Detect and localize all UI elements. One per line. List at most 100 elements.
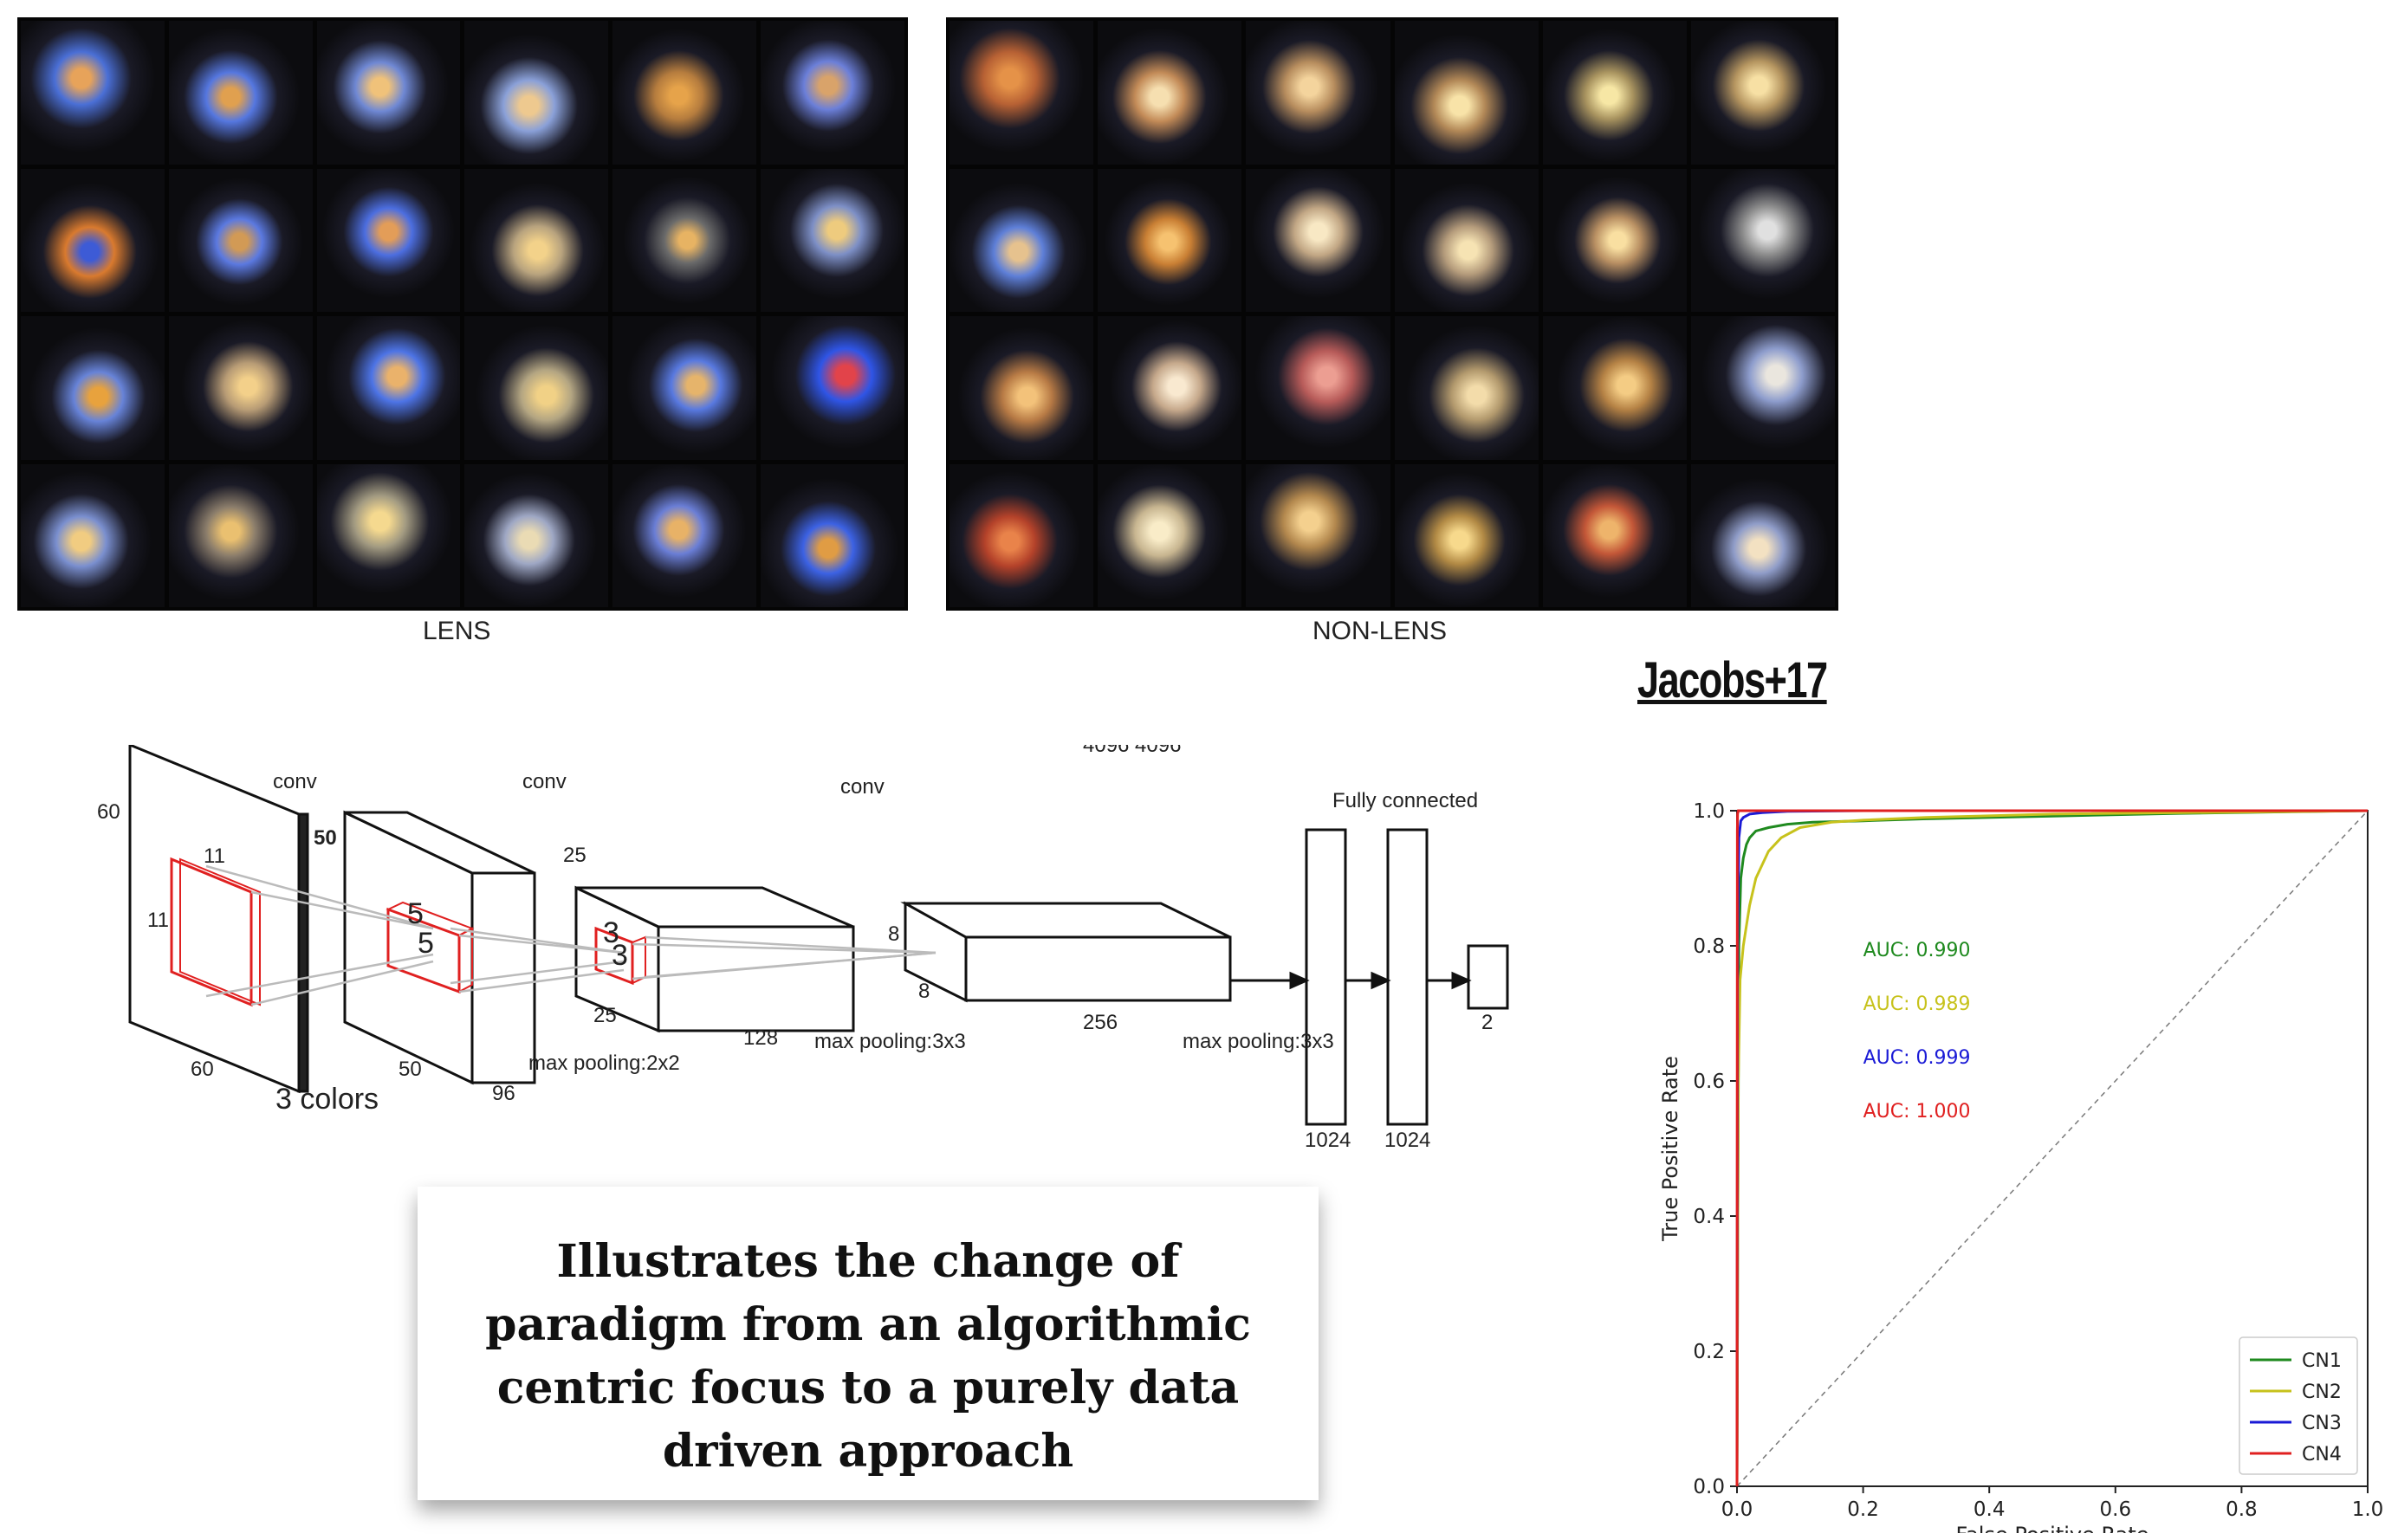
input-height-label: 60 [97,800,120,824]
citation-label: Jacobs+17 [1637,652,1828,709]
legend-label-cn1: CN1 [2302,1350,2342,1372]
roc-chart: 0.0 0.2 0.4 0.6 0.8 1.0 0.0 0.2 0.4 0.6 0.8 1.0 Fals… [1658,800,2384,1533]
nonlens-thumbnail [1246,316,1390,460]
nonlens-thumbnail [1098,21,1242,165]
conv1-width-label: 50 [399,1058,422,1081]
nonlens-thumbnail [1394,21,1539,165]
legend-label-cn4: CN4 [2302,1444,2342,1466]
x-tick-label: 0.4 [1973,1498,2006,1521]
lens-thumbnail [316,168,461,312]
arrows [1230,971,1472,990]
lens-thumbnail [761,316,904,460]
lens-thumbnail [612,463,757,607]
x-tick-label: 1.0 [2352,1498,2384,1521]
conv2-width-label: 25 [593,1004,617,1027]
lens-thumbnail [21,21,165,165]
fc-layer-1 [1305,828,1347,1126]
lens-caption: LENS [423,617,491,645]
fc-layer-2 [1386,828,1429,1126]
roc-curve-cn1 [1735,809,2369,1487]
nonlens-thumbnail [1394,463,1539,607]
auc-label-cn1: AUC: 0.990 [1863,940,1971,961]
lens-thumbnail [464,316,609,460]
kernel-3-b: 3 [612,939,628,972]
conv3-side [964,935,1232,1002]
conv1-height-label: 50 [314,826,337,850]
nonlens-thumbnail [1542,316,1687,460]
y-tick-label: 1.0 [1693,800,1725,823]
pool2-label: max pooling:3x3 [814,1030,966,1053]
lens-thumbnail [316,463,461,607]
nonlens-thumbnail [1394,316,1539,460]
colors-label: 3 colors [275,1083,379,1116]
y-tick-label: 0.0 [1693,1476,1725,1498]
input-width-label: 60 [191,1058,214,1081]
roc-curve-cn4 [1735,809,2368,1487]
y-axis-label: True Positive Rate [1658,1056,1682,1242]
output-size-label: 2 [1481,1011,1493,1034]
conv2-depth-label: 128 [743,1026,778,1050]
lens-thumbnail [316,316,461,460]
conv3-a-label: 8 [888,922,899,946]
lens-image-grid [17,17,908,611]
x-axis-label: False Positive Rate [1955,1523,2148,1533]
cnn-architecture-diagram: conv conv conv 4096 4096 Fully connected… [97,745,1509,1152]
nonlens-image-grid [946,17,1838,611]
conv2-side [657,925,855,1032]
nonlens-thumbnail [1246,463,1390,607]
lens-thumbnail [168,463,313,607]
y-tick-label: 0.6 [1693,1071,1725,1093]
legend-box [2239,1336,2358,1475]
nonlens-thumbnail [1542,168,1687,312]
lens-thumbnail [761,21,904,165]
nonlens-thumbnail [1098,168,1242,312]
lens-thumbnail [168,316,313,460]
nonlens-thumbnail [1690,21,1835,165]
cut-label: 4096 4096 [1083,745,1181,757]
lens-thumbnail [464,463,609,607]
chance-diagonal [1736,810,2369,1487]
x-tick-label: 0.2 [1847,1498,1879,1521]
fc-label: Fully connected [1332,789,1478,812]
lens-thumbnail [168,168,313,312]
nonlens-thumbnail [949,21,1094,165]
lens-thumbnail [21,168,165,312]
roc-curve-cn2 [1735,809,2369,1487]
conv3-label: conv [840,775,885,799]
nonlens-thumbnail [1098,316,1242,460]
legend-label-cn3: CN3 [2302,1413,2342,1434]
fc2-size-label: 1024 [1384,1129,1430,1152]
paradigm-caption: Illustrates the change of paradigm from … [418,1187,1319,1500]
conv1-side [470,871,536,1084]
kernel-5-b: 5 [418,927,434,960]
nonlens-thumbnail [1690,463,1835,607]
x-tick-label: 0.0 [1721,1498,1753,1521]
conv3-depth-label: 256 [1083,1011,1118,1034]
nonlens-thumbnail [949,316,1094,460]
nonlens-thumbnail [1394,168,1539,312]
conv3-b-label: 8 [918,980,930,1003]
y-tick-label: 0.8 [1693,935,1725,958]
x-tick-label: 0.8 [2226,1498,2258,1521]
nonlens-caption: NON-LENS [1312,617,1448,645]
lens-thumbnail [21,316,165,460]
nonlens-thumbnail [1542,463,1687,607]
lens-thumbnail [612,21,757,165]
nonlens-thumbnail [949,463,1094,607]
conv2-height-label: 25 [563,844,587,867]
y-tick-label: 0.2 [1693,1341,1725,1363]
lens-thumbnail [168,21,313,165]
legend-label-cn2: CN2 [2302,1381,2342,1403]
nonlens-thumbnail [1542,21,1687,165]
lens-thumbnail [21,463,165,607]
input-layer-side [297,812,309,1093]
conv1-depth-label: 96 [492,1082,515,1105]
nonlens-thumbnail [949,168,1094,312]
conv1-label: conv [273,770,317,793]
x-tick-label: 0.6 [2100,1498,2132,1521]
projection-lines [205,864,937,1006]
nonlens-thumbnail [1690,168,1835,312]
lens-thumbnail [612,168,757,312]
lens-thumbnail [316,21,461,165]
lens-thumbnail [761,168,904,312]
